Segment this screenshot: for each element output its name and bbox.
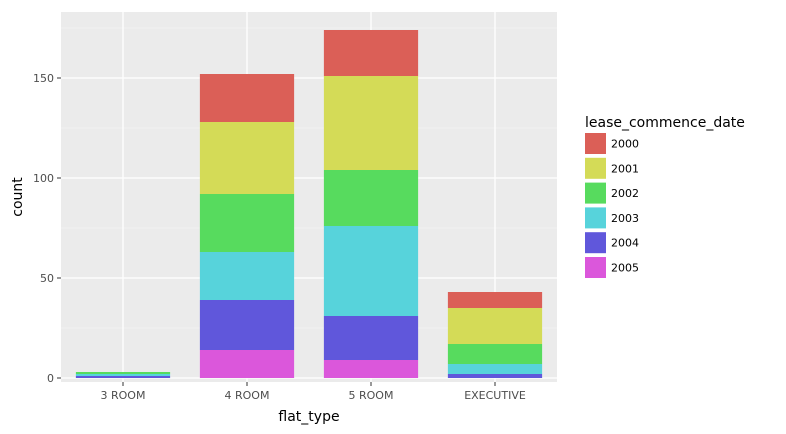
y-tick-label: 150 xyxy=(33,72,54,85)
legend-label: 2003 xyxy=(611,212,639,225)
bar-segment xyxy=(199,74,295,122)
bar-segment xyxy=(199,300,295,350)
legend-label: 2002 xyxy=(611,187,639,200)
bar-segment xyxy=(323,30,419,76)
legend-swatch xyxy=(585,257,606,278)
bar-segment xyxy=(447,292,543,308)
x-tick-label: 5 ROOM xyxy=(349,389,394,402)
bar-segment xyxy=(199,194,295,252)
bar-segment xyxy=(75,372,171,374)
y-axis-title: count xyxy=(10,177,26,217)
bar-segment xyxy=(323,226,419,316)
bar-segment xyxy=(447,308,543,344)
y-tick-label: 50 xyxy=(40,272,54,285)
legend-swatch xyxy=(585,207,606,229)
legend: lease_commence_date 2000 2001 2002 2003 2004… xyxy=(585,115,745,278)
legend-label: 2000 xyxy=(611,138,639,151)
bar-segment xyxy=(199,350,295,378)
bar-segment xyxy=(323,316,419,360)
x-tick-label: EXECUTIVE xyxy=(464,389,526,402)
bar-segment xyxy=(447,344,543,364)
legend-label: 2004 xyxy=(611,237,639,250)
bar-segment xyxy=(447,364,543,374)
y-axis-ticks: 0 50 100 150 xyxy=(33,72,61,385)
bar-segment xyxy=(323,360,419,378)
legend-swatch xyxy=(585,157,606,179)
y-tick-label: 0 xyxy=(47,372,54,385)
bar-segment xyxy=(75,376,171,378)
x-tick-label: 3 ROOM xyxy=(101,389,146,402)
x-tick-label: 4 ROOM xyxy=(225,389,270,402)
legend-swatch xyxy=(585,232,606,254)
x-axis-title: flat_type xyxy=(278,409,339,425)
bar-segment xyxy=(75,374,171,376)
legend-label: 2005 xyxy=(611,262,639,275)
legend-swatch xyxy=(585,133,606,154)
bars xyxy=(75,30,543,378)
bar-segment xyxy=(199,252,295,300)
bar-segment xyxy=(323,170,419,226)
legend-label: 2001 xyxy=(611,162,639,175)
x-axis-ticks: 3 ROOM 4 ROOM 5 ROOM EXECUTIVE xyxy=(101,382,526,402)
bar-segment xyxy=(199,122,295,194)
legend-swatch xyxy=(585,182,606,204)
legend-title: lease_commence_date xyxy=(585,115,745,131)
bar-segment xyxy=(447,374,543,378)
bar-segment xyxy=(323,76,419,170)
y-tick-label: 100 xyxy=(33,172,54,185)
